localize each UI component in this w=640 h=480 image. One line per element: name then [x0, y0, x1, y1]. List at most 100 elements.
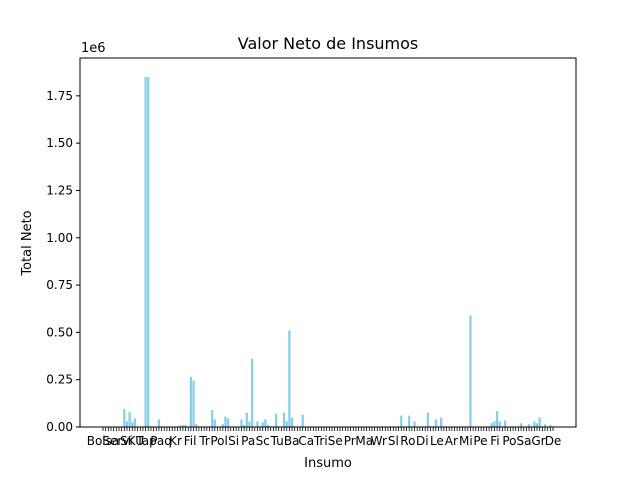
bar	[131, 422, 134, 427]
bar	[527, 424, 531, 427]
bar	[144, 76, 147, 428]
x-tick-label: Tr	[198, 434, 210, 448]
bar	[503, 420, 507, 427]
bar	[211, 409, 214, 427]
bar	[181, 425, 185, 427]
x-tick-label: Tu	[270, 434, 284, 448]
bar	[192, 380, 195, 427]
bar	[133, 418, 137, 427]
bar	[227, 418, 230, 427]
x-tick-label: Fil	[184, 434, 197, 448]
bar	[469, 315, 472, 427]
bar	[426, 412, 429, 427]
bar	[195, 424, 198, 427]
bar	[301, 414, 304, 427]
x-tick-label: Tap	[135, 434, 156, 448]
x-tick-label: Po	[502, 434, 516, 448]
bar	[250, 358, 254, 427]
x-tick-label: Gr	[531, 434, 545, 448]
bar	[245, 412, 248, 427]
x-tick-label: SKU	[120, 434, 144, 448]
bar	[248, 421, 251, 427]
bar	[147, 76, 150, 428]
x-tick-label: Bolsa	[87, 434, 120, 448]
y-tick-label: 0.00	[46, 420, 73, 434]
x-tick-label: Mi	[459, 434, 473, 448]
bar	[400, 415, 403, 427]
x-tick-label: Sa	[516, 434, 531, 448]
y-tick-label: 1.50	[46, 136, 73, 150]
x-tick-label: Kr	[169, 434, 182, 448]
bar	[498, 421, 501, 427]
y-tick-label: 1.25	[46, 183, 73, 197]
bar	[125, 421, 129, 427]
x-tick-label: Ar	[445, 434, 458, 448]
bar	[285, 421, 288, 427]
bar	[413, 421, 416, 427]
bar	[408, 415, 411, 427]
bar	[221, 424, 224, 427]
x-tick-label: Tri	[313, 434, 328, 448]
bar	[290, 417, 294, 427]
bar	[533, 421, 536, 427]
x-tick-label: Ba	[284, 434, 300, 448]
bar	[264, 419, 267, 427]
bar	[549, 425, 552, 427]
x-tick-label: Sl	[388, 434, 399, 448]
bar	[261, 422, 264, 427]
x-tick-label: Se	[328, 434, 343, 448]
x-tick-label: Di	[416, 434, 429, 448]
bar	[282, 412, 286, 427]
plot-frame	[79, 57, 577, 428]
x-tick-label: Ca	[298, 434, 314, 448]
bar	[240, 419, 243, 427]
y-axis-label: Total Neto	[20, 210, 35, 276]
bar	[440, 417, 443, 427]
y-tick-label: 1.00	[46, 231, 73, 245]
x-tick-label: Pe	[473, 434, 487, 448]
y-offset-text: 1e6	[81, 41, 106, 56]
bar	[538, 417, 541, 427]
bar	[213, 419, 216, 427]
x-tick-label: Paq	[150, 434, 172, 448]
bar	[495, 410, 499, 427]
bar	[288, 330, 291, 427]
x-tick-label: Wr	[371, 434, 387, 448]
x-tick-label: Le	[430, 434, 444, 448]
bar	[184, 425, 187, 427]
bar	[490, 423, 493, 427]
bars-group	[123, 76, 552, 428]
bar	[274, 413, 278, 427]
x-tick-label: Ma	[355, 434, 373, 448]
bar	[123, 409, 126, 427]
x-tick-label: Sc	[256, 434, 270, 448]
y-tick-label: 1.75	[46, 89, 73, 103]
x-tick-label: Fi	[490, 434, 499, 448]
y-tick-label: 0.50	[46, 325, 73, 339]
bar	[224, 416, 227, 427]
x-tick-label: Pa	[241, 434, 255, 448]
x-tick-label: Si	[228, 434, 239, 448]
x-tick-label: Pr	[344, 434, 356, 448]
bar	[543, 424, 547, 427]
bar	[157, 419, 161, 427]
y-ticks-group: 0.00 0.25 0.50 0.75 1.00 1.25 1.50 1.75	[46, 89, 80, 434]
x-tick-label: De	[545, 434, 562, 448]
chart-title: Valor Neto de Insumos	[238, 34, 419, 53]
y-tick-label: 0.75	[46, 278, 73, 292]
bar	[266, 425, 270, 427]
bar	[189, 376, 192, 427]
bar	[179, 425, 182, 427]
bar	[519, 423, 523, 427]
bar	[535, 423, 539, 427]
bar	[128, 411, 131, 427]
bar	[493, 421, 496, 427]
x-axis-label: Insumo	[304, 456, 352, 471]
y-tick-label: 0.25	[46, 373, 73, 387]
x-tick-label: Pol	[210, 434, 227, 448]
bar	[256, 421, 259, 427]
x-tick-label: Ro	[400, 434, 415, 448]
